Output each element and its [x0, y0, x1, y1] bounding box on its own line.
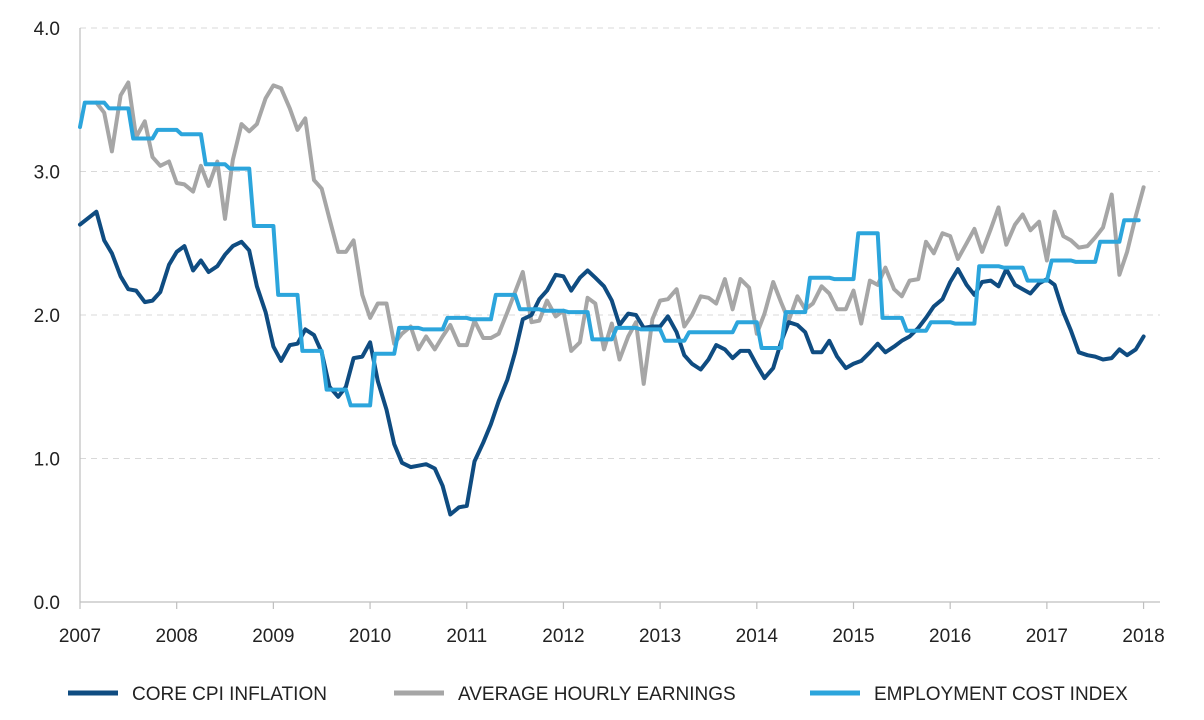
x-tick-labels: 2007 2008 2009 2010 2011 2012 2013 2014 2015 2016… [59, 602, 1165, 647]
legend-item-average-hourly-earnings: AVERAGE HOURLY EARNINGS [394, 684, 736, 705]
y-tick-label-4: 4.0 [34, 19, 60, 40]
x-tick-label-5: 2012 [542, 626, 584, 647]
x-tick-label-8: 2015 [832, 626, 874, 647]
y-tick-label-2: 2.0 [34, 306, 60, 327]
x-tick-label-9: 2016 [929, 626, 971, 647]
y-tick-label-3: 3.0 [34, 163, 60, 184]
gridlines [80, 27, 1160, 459]
y-tick-labels: 0.0 1.0 2.0 3.0 4.0 [34, 19, 60, 614]
x-tick-label-7: 2014 [736, 626, 779, 647]
x-tick-label-11: 2018 [1122, 626, 1164, 647]
x-tick-label-2: 2009 [252, 626, 294, 647]
series-lines [78, 80, 1146, 517]
legend-label-employment-cost-index: EMPLOYMENT COST INDEX [874, 684, 1128, 705]
series-employment-cost-index [78, 100, 1141, 408]
series-average-hourly-earnings [94, 80, 1146, 386]
legend-item-employment-cost-index: EMPLOYMENT COST INDEX [810, 684, 1128, 705]
x-tick-label-1: 2008 [156, 626, 198, 647]
series-core-cpi-inflation [78, 209, 1146, 517]
x-tick-label-10: 2017 [1026, 626, 1068, 647]
legend: CORE CPI INFLATION AVERAGE HOURLY EARNIN… [68, 684, 1128, 705]
y-tick-label-0: 0.0 [34, 593, 60, 614]
x-tick-label-6: 2013 [639, 626, 681, 647]
legend-label-average-hourly-earnings: AVERAGE HOURLY EARNINGS [458, 684, 736, 705]
x-tick-label-4: 2011 [446, 626, 487, 647]
y-tick-label-1: 1.0 [34, 450, 60, 471]
legend-item-core-cpi: CORE CPI INFLATION [68, 684, 327, 705]
legend-label-core-cpi: CORE CPI INFLATION [132, 684, 327, 705]
x-tick-label-0: 2007 [59, 626, 101, 647]
x-tick-label-3: 2010 [349, 626, 391, 647]
